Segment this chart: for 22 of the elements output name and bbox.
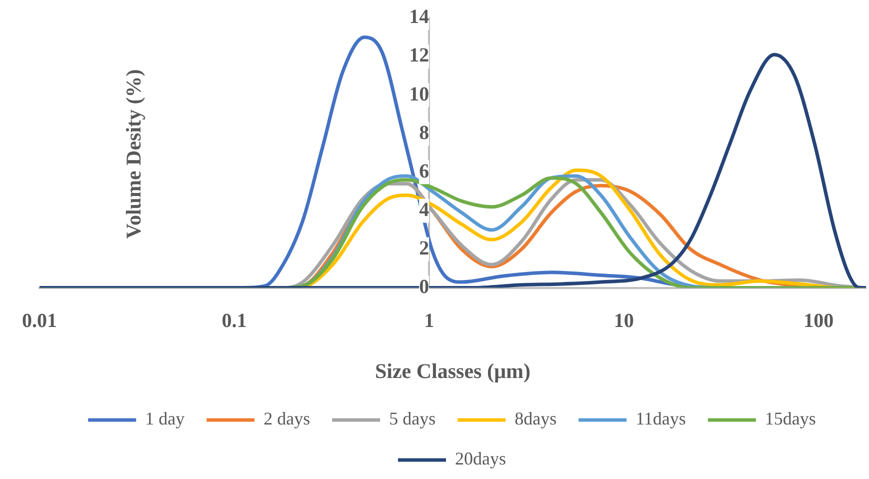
legend-label: 1 day	[145, 408, 185, 429]
legend-label: 5 days	[389, 408, 436, 429]
y-tick-label: 6	[419, 160, 430, 182]
x-tick-label: 1	[424, 310, 434, 332]
legend-label: 2 days	[264, 408, 310, 429]
x-tick-label: 100	[804, 310, 834, 332]
x-tick-label: 10	[614, 310, 634, 332]
y-tick-label: 0	[419, 276, 430, 298]
y-tick-label: 12	[409, 44, 430, 67]
x-axis-title: Size Classes (µm)	[374, 358, 531, 383]
y-tick-label: 4	[419, 198, 430, 221]
legend-label: 11days	[636, 408, 686, 429]
y-axis-title: Volume Desity (%)	[122, 69, 146, 239]
legend-label: 20days	[455, 448, 506, 469]
y-tick-label: 2	[419, 237, 430, 260]
legend-label: 15days	[764, 408, 816, 429]
y-tick-label: 8	[419, 122, 430, 144]
y-tick-label: 10	[409, 83, 430, 106]
legend-label: 8days	[514, 408, 557, 429]
x-tick-label: 0.01	[22, 310, 57, 332]
y-tick-label: 14	[409, 6, 430, 28]
x-tick-label: 0.1	[222, 310, 247, 332]
